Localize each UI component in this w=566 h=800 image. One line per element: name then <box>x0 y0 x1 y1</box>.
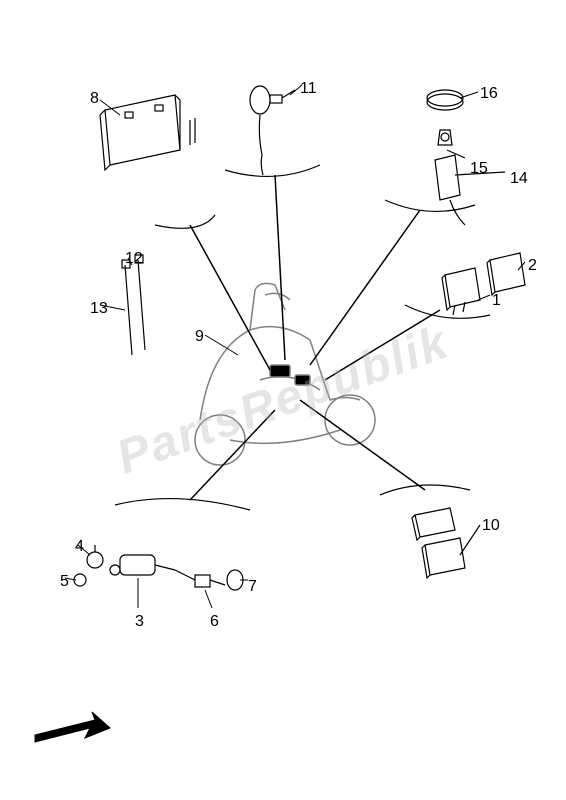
cap-assembly-part <box>427 90 505 225</box>
callout-11: 11 <box>300 80 317 98</box>
ignition-part <box>74 545 243 590</box>
callout-5: 5 <box>60 573 69 591</box>
callout-4: 4 <box>75 538 84 556</box>
connector-box-part <box>412 508 480 578</box>
battery-part <box>100 95 195 170</box>
callout-6: 6 <box>210 613 219 631</box>
callout-8: 8 <box>90 90 99 108</box>
parts-diagram: PartsRepublik 1 2 3 4 5 6 7 8 9 10 11 12… <box>0 0 566 800</box>
callout-15: 15 <box>470 160 488 178</box>
diagram-svg <box>0 0 566 800</box>
direction-arrow <box>35 712 110 742</box>
callout-12: 12 <box>125 250 143 268</box>
callout-9: 9 <box>195 328 204 346</box>
callout-2: 2 <box>528 257 537 275</box>
sensor-part <box>250 86 295 175</box>
callout-14: 14 <box>510 170 528 188</box>
callout-13: 13 <box>90 300 108 318</box>
callout-10: 10 <box>482 517 500 535</box>
relay-part <box>442 253 525 315</box>
callout-16: 16 <box>480 85 498 103</box>
cable-ties-part <box>122 255 145 355</box>
callout-7: 7 <box>248 578 257 596</box>
callout-1: 1 <box>492 292 501 310</box>
callout-3: 3 <box>135 613 144 631</box>
